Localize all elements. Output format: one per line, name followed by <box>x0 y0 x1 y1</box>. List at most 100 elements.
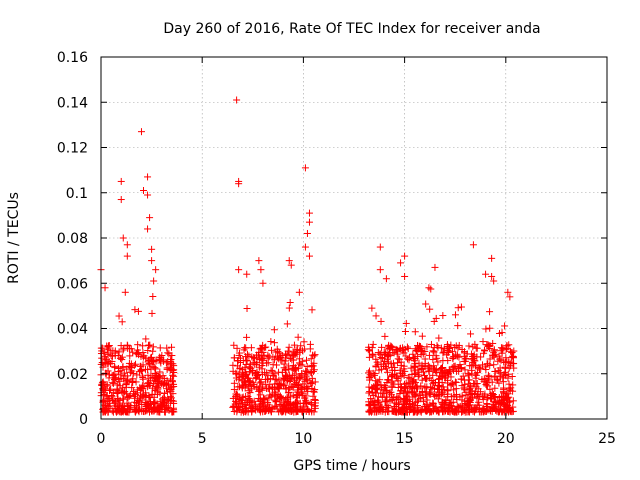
data-point <box>477 353 485 361</box>
data-point <box>473 344 481 352</box>
data-point <box>242 368 250 376</box>
data-point <box>109 396 117 404</box>
data-point <box>230 385 238 393</box>
data-point <box>145 342 153 350</box>
data-point <box>470 406 478 414</box>
data-point <box>137 128 145 136</box>
data-point <box>289 383 297 391</box>
data-point <box>444 387 452 395</box>
data-point <box>508 373 516 381</box>
data-point <box>290 374 298 382</box>
data-point <box>123 341 131 349</box>
data-point <box>402 319 410 327</box>
data-point <box>246 389 254 397</box>
data-point <box>384 376 392 384</box>
data-point <box>163 388 171 396</box>
data-point <box>275 368 283 376</box>
data-point <box>435 334 443 342</box>
data-point <box>509 387 517 395</box>
data-point <box>149 347 157 355</box>
data-point <box>289 348 297 356</box>
data-point <box>232 374 240 382</box>
data-point <box>259 401 267 409</box>
data-point <box>490 361 498 369</box>
data-point <box>163 402 171 410</box>
data-point <box>473 401 481 409</box>
data-point <box>243 304 251 312</box>
data-point <box>238 383 246 391</box>
data-point <box>271 396 279 404</box>
data-point <box>441 400 449 408</box>
data-point <box>109 408 117 416</box>
data-point <box>306 340 314 348</box>
data-point <box>472 374 480 382</box>
data-point <box>241 364 249 372</box>
data-point <box>115 367 123 375</box>
data-point <box>128 384 136 392</box>
data-point <box>242 381 250 389</box>
data-point <box>410 408 418 416</box>
data-point <box>116 401 124 409</box>
data-point <box>149 293 157 301</box>
data-point <box>402 352 410 360</box>
data-point <box>115 348 123 356</box>
data-point <box>232 369 240 377</box>
data-point <box>119 234 127 242</box>
data-point <box>230 354 238 362</box>
data-point <box>150 277 158 285</box>
data-point <box>485 373 493 381</box>
data-point <box>401 327 409 335</box>
x-tick-label: 10 <box>294 431 312 447</box>
data-point <box>112 375 120 383</box>
data-point <box>366 376 374 384</box>
data-point <box>101 284 109 292</box>
data-point <box>401 384 409 392</box>
data-point <box>418 365 426 373</box>
data-point <box>295 381 303 389</box>
y-tick-label: 0.14 <box>57 95 88 111</box>
data-point <box>105 374 113 382</box>
data-point <box>404 345 412 353</box>
data-point <box>309 367 317 375</box>
data-point <box>412 346 420 354</box>
data-point <box>234 357 242 365</box>
data-point <box>140 186 148 194</box>
data-point <box>375 366 383 374</box>
data-point <box>130 362 138 370</box>
data-point <box>309 351 317 359</box>
data-point <box>279 408 287 416</box>
data-point <box>486 355 494 363</box>
data-point <box>410 377 418 385</box>
data-point <box>497 344 505 352</box>
data-point <box>449 348 457 356</box>
data-point <box>458 392 466 400</box>
data-point <box>482 366 490 374</box>
data-point <box>294 364 302 372</box>
data-point <box>282 357 290 365</box>
data-point <box>501 363 509 371</box>
data-point <box>467 330 475 338</box>
data-point <box>106 402 114 410</box>
data-point <box>490 394 498 402</box>
data-point <box>306 368 314 376</box>
data-point <box>300 338 308 346</box>
data-point <box>467 394 475 402</box>
data-point <box>477 407 485 415</box>
data-point <box>135 407 143 415</box>
data-point <box>144 191 152 199</box>
data-point <box>242 360 250 368</box>
data-point <box>146 214 154 222</box>
data-point <box>288 383 296 391</box>
data-point <box>144 379 152 387</box>
data-point <box>268 404 276 412</box>
data-point <box>405 403 413 411</box>
data-point <box>390 380 398 388</box>
data-point <box>423 343 431 351</box>
data-point <box>451 311 459 319</box>
data-point <box>456 361 464 369</box>
data-point <box>443 351 451 359</box>
data-point <box>308 408 316 416</box>
data-point <box>120 369 128 377</box>
data-point <box>486 308 494 316</box>
data-point <box>416 391 424 399</box>
